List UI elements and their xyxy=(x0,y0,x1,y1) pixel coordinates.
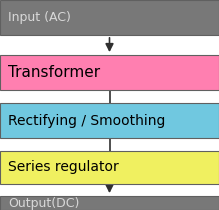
Bar xyxy=(0,55,219,90)
Text: Transformer: Transformer xyxy=(8,65,100,80)
Bar xyxy=(0,196,219,210)
Text: Input (AC): Input (AC) xyxy=(8,11,71,24)
Bar xyxy=(0,0,219,35)
Text: Series regulator: Series regulator xyxy=(8,160,119,175)
Bar xyxy=(0,151,219,184)
Text: Output(DC): Output(DC) xyxy=(8,197,79,210)
Bar xyxy=(0,103,219,138)
Text: Rectifying / Smoothing: Rectifying / Smoothing xyxy=(8,113,165,127)
